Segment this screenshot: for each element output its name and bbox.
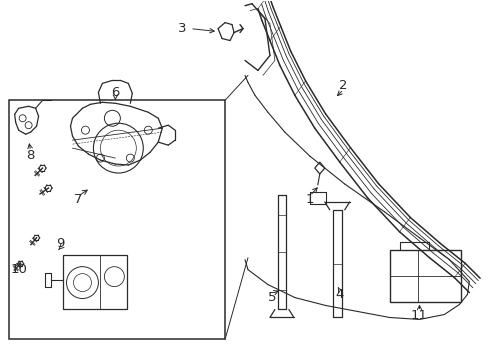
Text: 9: 9 (56, 237, 65, 250)
Bar (390, 250, 462, 302)
Text: 6: 6 (111, 86, 120, 99)
Text: 4: 4 (336, 288, 344, 301)
Text: 5: 5 (268, 291, 276, 304)
Text: 8: 8 (26, 149, 35, 162)
Bar (9, 100, 225, 339)
Text: 3: 3 (178, 22, 186, 35)
Text: 10: 10 (10, 263, 27, 276)
Bar (63, 255, 127, 310)
Text: 1: 1 (306, 193, 314, 206)
Text: 11: 11 (411, 309, 428, 322)
Text: 7: 7 (74, 193, 83, 206)
Text: 2: 2 (340, 79, 348, 92)
